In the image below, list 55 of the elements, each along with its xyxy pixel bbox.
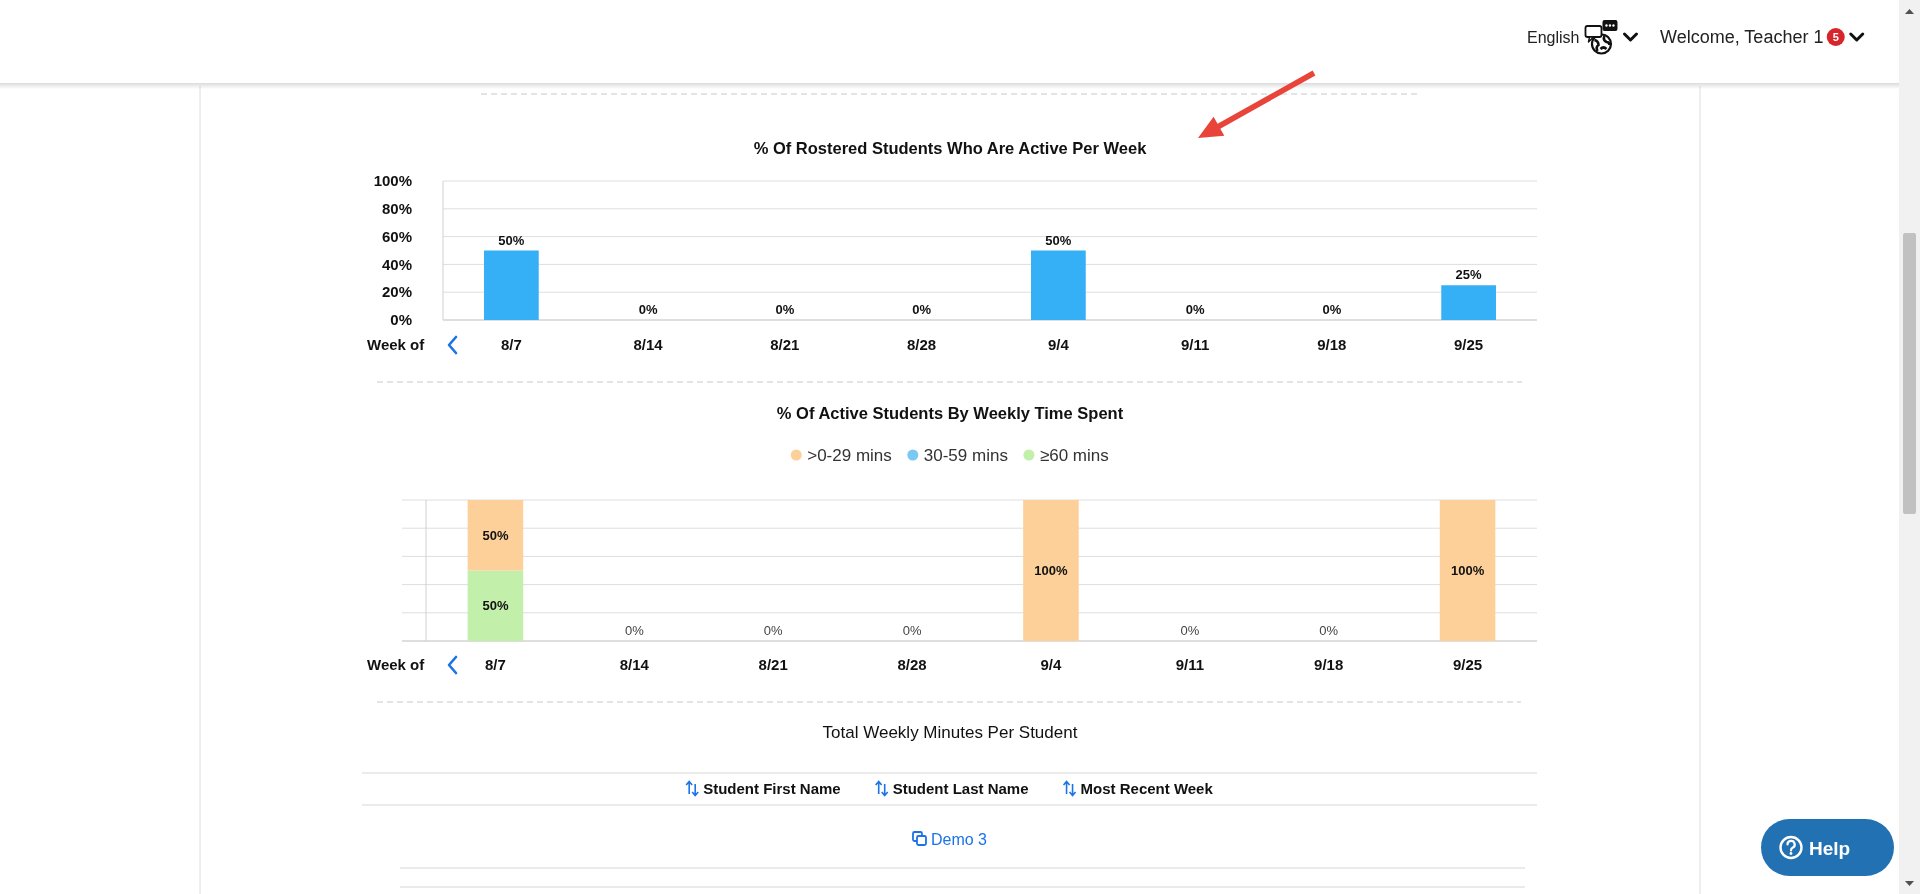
x-tick-label: 8/14 bbox=[619, 656, 650, 674]
x-tick-label: 9/18 bbox=[1317, 336, 1347, 354]
data-label: 0% bbox=[912, 302, 932, 317]
x-tick-label: 8/21 bbox=[758, 656, 788, 674]
text: Demo 3 bbox=[930, 830, 988, 848]
text: 5 bbox=[1832, 30, 1839, 43]
text: Student First Name bbox=[703, 780, 841, 798]
legend-label: ≥60 mins bbox=[1039, 445, 1109, 465]
y-tick-label: 80% bbox=[381, 200, 412, 218]
total-label: 0% bbox=[763, 623, 784, 638]
data-label: 50% bbox=[498, 232, 525, 248]
data-label: 0% bbox=[1322, 302, 1342, 317]
x-tick-label: 8/28 bbox=[907, 336, 937, 354]
total-label: 0% bbox=[1319, 623, 1339, 638]
x-axis-title: Week of bbox=[367, 336, 426, 354]
x-tick-label: 9/4 bbox=[1047, 336, 1070, 354]
chart-title: % Of Active Students By Weekly Time Spent bbox=[776, 403, 1124, 422]
x-tick-label: 9/25 bbox=[1452, 656, 1483, 674]
data-label: 25% bbox=[1455, 267, 1483, 283]
y-tick-label: 20% bbox=[381, 283, 412, 301]
text: English bbox=[1527, 28, 1580, 46]
text: Help bbox=[1809, 837, 1851, 859]
data-label: 50% bbox=[482, 598, 509, 614]
x-tick-label: 8/7 bbox=[485, 656, 506, 674]
chart-title: % Of Rostered Students Who Are Active Per Week bbox=[753, 138, 1148, 157]
text: Student Last Name bbox=[892, 780, 1029, 798]
data-label: 0% bbox=[1185, 302, 1205, 317]
x-tick-label: 9/4 bbox=[1040, 656, 1063, 674]
data-label: 50% bbox=[482, 527, 509, 543]
y-tick-label: 0% bbox=[390, 311, 412, 329]
total-label: 0% bbox=[1180, 623, 1200, 638]
y-tick-label: 100% bbox=[373, 172, 412, 190]
text: Most Recent Week bbox=[1080, 780, 1214, 798]
y-tick-label: 60% bbox=[381, 227, 412, 245]
total-label: 0% bbox=[902, 623, 922, 638]
x-tick-label: 8/14 bbox=[633, 336, 664, 354]
legend-label: >0-29 mins bbox=[807, 445, 892, 465]
total-label: 0% bbox=[624, 623, 645, 638]
x-tick-label: 9/11 bbox=[1180, 336, 1210, 354]
x-tick-label: 9/18 bbox=[1314, 656, 1344, 674]
data-label: 0% bbox=[775, 302, 795, 317]
data-label: 100% bbox=[1450, 563, 1485, 579]
x-axis-title: Week of bbox=[367, 656, 426, 674]
data-label: 50% bbox=[1045, 232, 1072, 248]
text: Welcome, Teacher 1 bbox=[1660, 27, 1824, 48]
x-tick-label: 9/25 bbox=[1454, 336, 1484, 354]
data-label: 0% bbox=[638, 302, 658, 317]
data-label: 100% bbox=[1034, 563, 1068, 579]
y-tick-label: 40% bbox=[381, 255, 412, 273]
x-tick-label: 8/28 bbox=[897, 656, 927, 674]
x-tick-label: 8/7 bbox=[500, 336, 522, 354]
legend-label: 30-59 mins bbox=[923, 445, 1008, 465]
text: Total Weekly Minutes Per Student bbox=[822, 722, 1078, 742]
x-tick-label: 9/11 bbox=[1175, 656, 1204, 674]
x-tick-label: 8/21 bbox=[770, 336, 800, 354]
